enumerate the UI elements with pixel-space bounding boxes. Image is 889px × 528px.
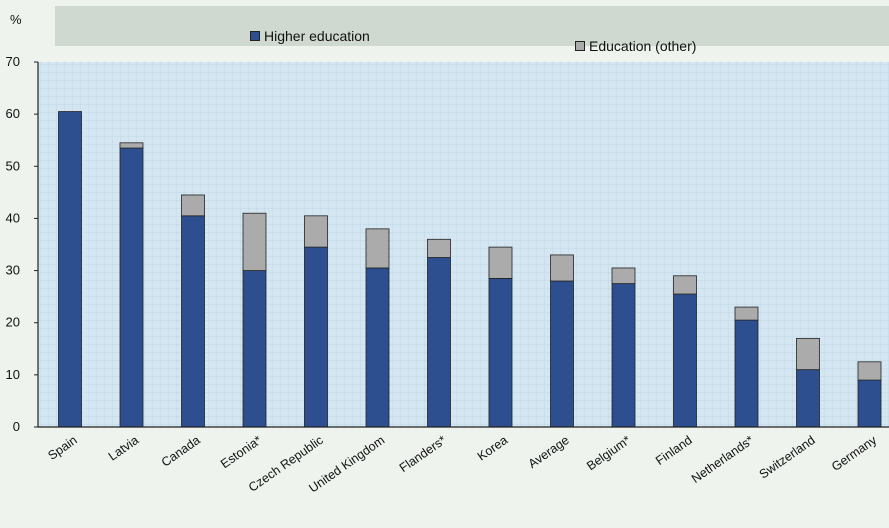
x-category-label: Belgium* (584, 433, 633, 473)
legend-swatch-education-other (575, 41, 585, 51)
x-category-label: Flanders* (397, 433, 449, 475)
bar-higher-education (488, 277, 513, 428)
bar-higher-education (427, 257, 451, 428)
bar-education-other (488, 246, 513, 279)
bar-education-other (242, 212, 267, 271)
bar-education-other (119, 142, 144, 149)
bar-higher-education (181, 215, 205, 428)
bar-higher-education (673, 293, 697, 428)
bar-education-other (734, 306, 759, 321)
legend-label-higher-education: Higher education (264, 28, 370, 44)
y-tick-label: 20 (6, 315, 20, 330)
legend-item-education-other: Education (other) (575, 38, 696, 54)
bar-higher-education (119, 147, 144, 428)
background-band (55, 6, 889, 46)
y-axis: 0 10 20 30 40 50 60 70 (6, 54, 38, 434)
x-category-label: Germany (829, 433, 880, 474)
bar-higher-education (796, 369, 820, 428)
x-category-label: Latvia (106, 433, 141, 464)
y-tick-label: 30 (6, 263, 20, 278)
bar-education-other (181, 194, 205, 217)
bar-education-other (796, 337, 820, 371)
bar-education-other (304, 215, 328, 248)
y-tick-label: 50 (6, 158, 20, 173)
bar-higher-education (365, 267, 390, 428)
bar-higher-education (304, 246, 328, 428)
y-tick-label: 10 (6, 367, 20, 382)
y-axis-unit-label: % (10, 12, 22, 27)
legend-swatch-higher-education (250, 31, 260, 41)
y-tick-label: 0 (13, 419, 20, 434)
y-tick-label: 70 (6, 54, 20, 69)
bar-education-other (857, 361, 882, 381)
x-category-label: Spain (45, 433, 79, 463)
bar-higher-education (58, 111, 82, 428)
x-category-label: Average (526, 433, 572, 471)
bar-education-other (611, 267, 636, 285)
x-category-label: Finland (653, 433, 695, 468)
y-tick-label: 60 (6, 106, 20, 121)
bar-higher-education (550, 280, 574, 428)
x-category-label: Estonia* (218, 433, 264, 471)
legend: Higher education Education (other) (250, 28, 770, 58)
plot-area (38, 62, 889, 427)
bar-higher-education (242, 270, 267, 428)
x-axis: Spain Latvia Canada Estonia*Czech RepublicU… (45, 433, 879, 496)
bar-education-other (427, 238, 451, 258)
x-category-label: Switzerland (757, 433, 818, 482)
bar-education-other (365, 228, 390, 269)
legend-label-education-other: Education (other) (589, 38, 697, 54)
bar-education-other (673, 275, 697, 295)
bar-education-other (550, 254, 574, 282)
x-category-label: Canada (159, 433, 203, 470)
bar-higher-education (857, 379, 882, 428)
bars-group (58, 111, 882, 428)
bar-higher-education (734, 319, 759, 428)
y-tick-label: 40 (6, 210, 20, 225)
x-category-label: Netherlands* (689, 433, 756, 486)
bar-higher-education (611, 283, 636, 428)
x-category-label: Korea (475, 433, 510, 464)
legend-item-higher-education: Higher education (250, 28, 370, 44)
